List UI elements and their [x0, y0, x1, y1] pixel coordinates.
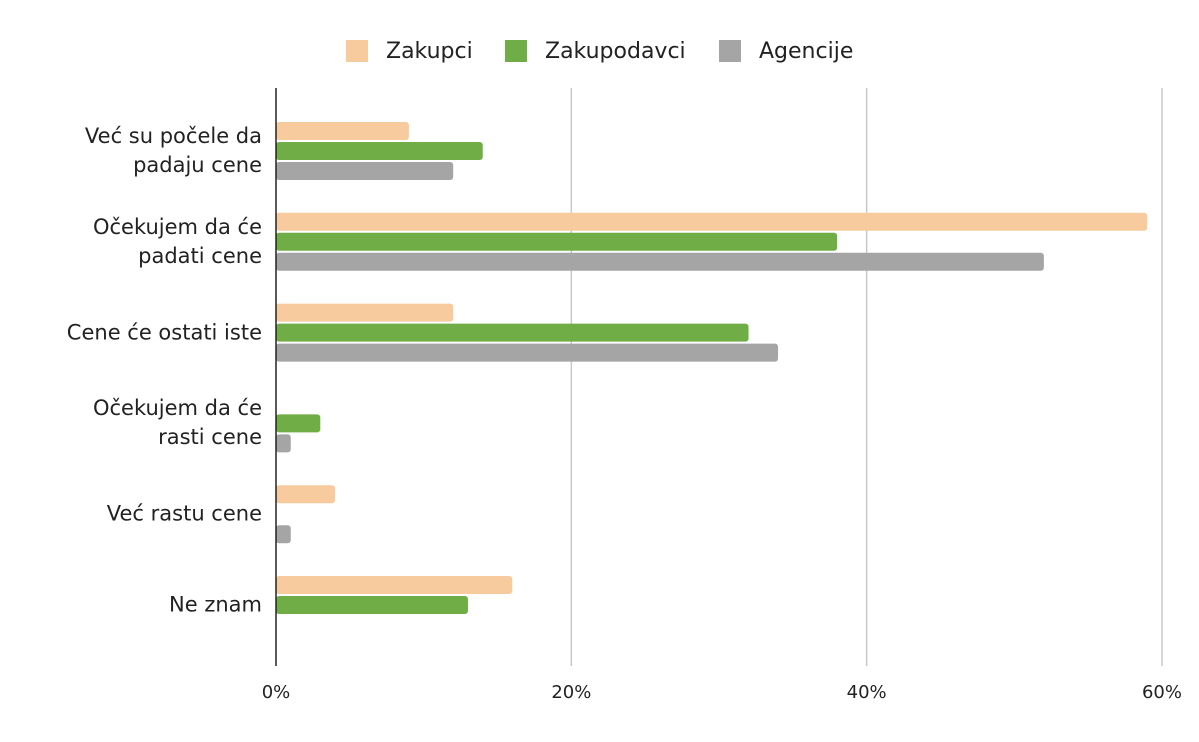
- bar: [276, 252, 1044, 271]
- bar: [276, 232, 838, 251]
- legend-swatch: [719, 40, 741, 62]
- bar: [276, 343, 779, 362]
- y-tick-label: Ne znam: [169, 592, 262, 617]
- bar: [276, 122, 409, 140]
- legend-swatch: [346, 40, 368, 62]
- bar: [276, 323, 749, 342]
- bar: [276, 414, 321, 433]
- legend-swatch: [505, 40, 527, 62]
- bar: [276, 576, 513, 594]
- y-tick-label: Očekujem da će rasti cene: [92, 396, 262, 450]
- bar: [276, 485, 336, 504]
- x-tick-label: 20%: [551, 682, 591, 703]
- y-tick-label: Već su počele da padaju cene: [84, 124, 262, 177]
- y-tick-label: Očekujem da će padati cene: [92, 214, 262, 268]
- legend-label: Agencije: [759, 39, 853, 64]
- x-tick-label: 40%: [847, 682, 887, 703]
- y-tick-label: Već rastu cene: [106, 501, 262, 526]
- bar: [276, 434, 291, 453]
- bar: [276, 303, 454, 322]
- y-tick-label: Cene će ostati iste: [66, 320, 262, 345]
- bar: [276, 525, 291, 544]
- bar: [276, 162, 454, 180]
- legend-label: Zakupci: [386, 39, 473, 64]
- x-tick-label: 0%: [262, 682, 291, 703]
- bar: [276, 142, 483, 160]
- bar: [276, 212, 1148, 231]
- x-tick-label: 60%: [1142, 682, 1182, 703]
- bar: [276, 596, 468, 614]
- legend-label: Zakupodavci: [545, 39, 686, 64]
